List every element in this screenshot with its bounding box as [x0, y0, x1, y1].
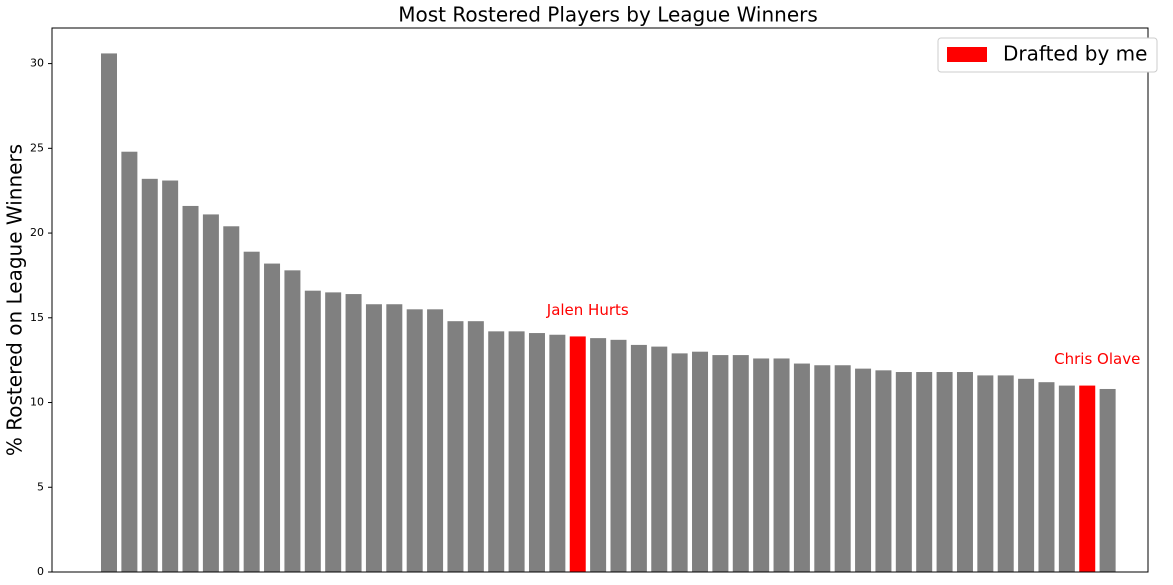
bar: [997, 375, 1014, 572]
bar: [671, 353, 688, 572]
y-tick-label: 5: [37, 480, 44, 493]
plot-frame: [51, 27, 1149, 573]
bar: [549, 334, 566, 572]
bar: [630, 344, 647, 572]
bar: [1058, 385, 1075, 572]
bar: [651, 346, 668, 572]
bar: [223, 226, 240, 572]
bar: [528, 333, 545, 572]
bar: [1099, 388, 1116, 572]
bar: [916, 372, 933, 572]
bar: [793, 363, 810, 572]
bar: [406, 309, 423, 572]
annotation: Jalen Hurts: [546, 301, 629, 319]
bar: [447, 321, 464, 572]
y-tick-label: 30: [30, 57, 44, 70]
bar: [101, 53, 117, 573]
bar: [773, 358, 790, 572]
bar: [325, 292, 342, 572]
y-tick-label: 15: [30, 311, 44, 324]
bar: [753, 358, 770, 572]
bar: [365, 304, 382, 572]
bar: [202, 214, 219, 572]
bar: [956, 372, 973, 572]
chart-title: Most Rostered Players by League Winners: [398, 3, 818, 27]
y-tick-label: 0: [37, 565, 44, 578]
bar: [386, 304, 403, 572]
bar: [692, 351, 709, 572]
legend-swatch: [947, 47, 987, 62]
bar: [121, 151, 138, 573]
annotation: Chris Olave: [1054, 350, 1140, 368]
legend-box: [937, 37, 1158, 73]
bar: [182, 205, 199, 573]
y-tick-label: 10: [30, 396, 44, 409]
y-axis-label: % Rostered on League Winners: [3, 144, 27, 456]
bar: [488, 331, 505, 572]
bar: [569, 336, 586, 572]
bar: [977, 375, 994, 572]
bar: [732, 355, 749, 572]
bar: [284, 270, 301, 572]
bar: [855, 368, 872, 572]
bar: [895, 372, 912, 572]
bar: [834, 365, 851, 572]
bar: [427, 309, 444, 572]
bar: [141, 178, 158, 572]
bar: [875, 370, 892, 572]
bar: [162, 180, 179, 572]
bar: [243, 251, 260, 572]
bar: [264, 263, 281, 572]
bar: [304, 290, 321, 572]
bar: [610, 339, 627, 572]
legend-label: Drafted by me: [1003, 42, 1147, 66]
bar: [1079, 385, 1096, 572]
y-tick-label: 25: [30, 141, 44, 154]
bar: [936, 372, 953, 572]
bar: [467, 321, 484, 572]
bar: [508, 331, 525, 572]
bar: [345, 294, 362, 572]
y-tick-label: 20: [30, 226, 44, 239]
bar: [814, 365, 831, 572]
bar: [1038, 382, 1055, 572]
bar: [590, 338, 607, 572]
bar: [1018, 378, 1035, 572]
bar: [712, 355, 729, 572]
